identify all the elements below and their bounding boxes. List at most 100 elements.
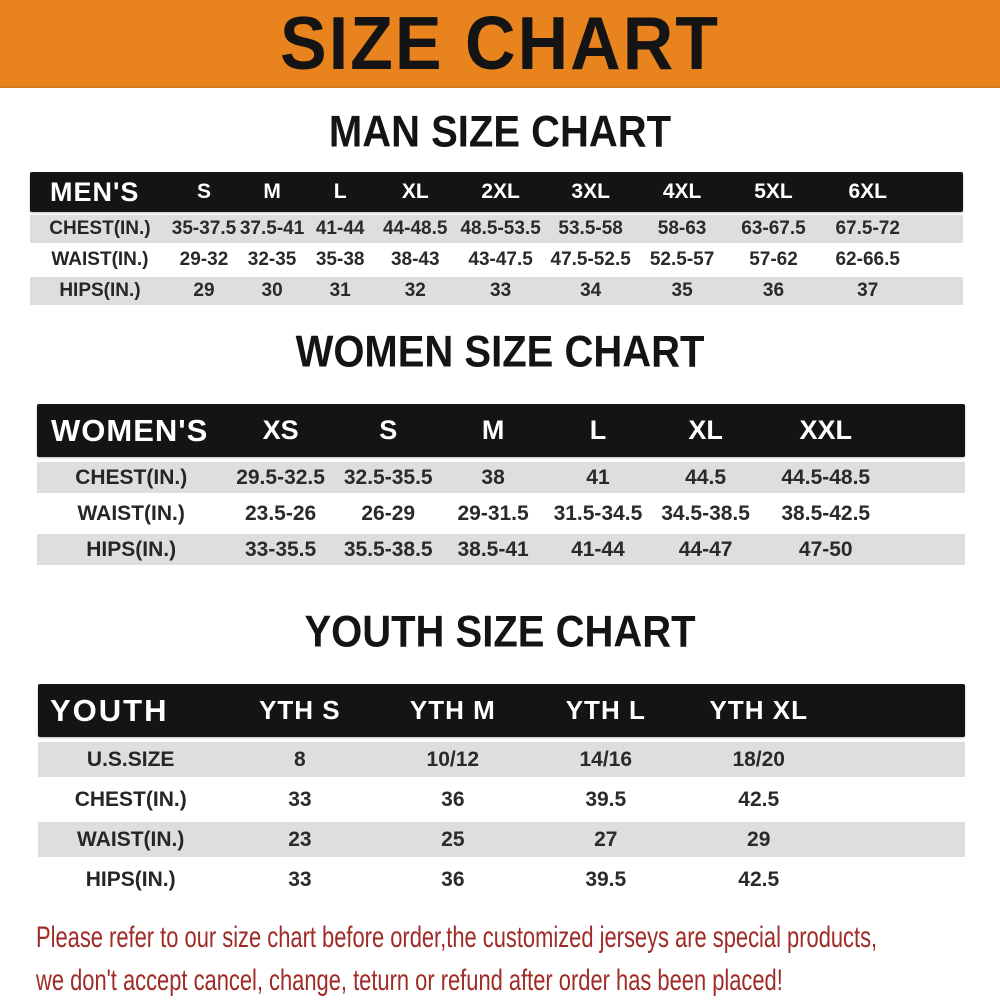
size-value-cell: 31.5-34.5 [553, 501, 643, 525]
size-value-cell: 47.5-52.5 [550, 249, 631, 270]
man-size-chart-title: MAN SIZE CHART [328, 107, 672, 157]
size-value-cell: 52.5-57 [649, 249, 715, 270]
size-column-header: L [333, 180, 347, 203]
size-column-header: XL [401, 180, 429, 203]
row-label: HIPS(IN.) [59, 280, 141, 301]
size-column-header: S [196, 180, 211, 203]
men-table-row: WAIST(IN.) 29-32 32-35 35-38 38-43 43-47.5 47.… [30, 246, 963, 274]
size-chart-banner: SIZE CHART [0, 0, 1000, 88]
size-column-header: YTH M [409, 695, 496, 725]
men-table-header-row: MEN'S S M L XL 2XL 3XL 4XL 5XL 6XL [30, 172, 963, 212]
size-value-cell: 35 [671, 280, 693, 301]
size-value-cell: 44.5-48.5 [781, 465, 871, 489]
size-value-cell: 53.5-58 [558, 218, 623, 239]
size-column-header: YTH L [565, 695, 646, 725]
size-column-header: 5XL [754, 180, 793, 203]
size-value-cell: 41-44 [315, 218, 365, 239]
size-column-header: 4XL [662, 180, 702, 203]
size-value-cell: 44.5 [685, 465, 727, 489]
women-size-table: WOMEN'S XS S M L XL XXL CHEST(IN.) 29.5-32.5 32.5… [37, 404, 965, 565]
youth-table-row: WAIST(IN.) 23 25 27 29 [38, 822, 965, 857]
size-value-cell: 33 [490, 280, 512, 301]
size-value-cell: 32.5-35.5 [343, 465, 433, 489]
size-value-cell: 35.5-38.5 [343, 537, 433, 561]
size-value-cell: 48.5-53.5 [460, 218, 541, 239]
size-column-header: M [481, 415, 505, 445]
size-value-cell: 36 [441, 867, 465, 891]
size-column-header: XXL [799, 415, 852, 445]
size-value-cell: 31 [329, 280, 351, 301]
size-value-cell: 32 [404, 280, 426, 301]
women-table-header-row: WOMEN'S XS S M L XL XXL [37, 404, 965, 457]
size-value-cell: 8 [294, 747, 306, 771]
size-value-cell: 29 [747, 827, 771, 851]
size-chart-banner-title: SIZE CHART [280, 0, 720, 86]
size-value-cell: 27 [594, 827, 618, 851]
size-column-header: XS [262, 415, 299, 445]
women-table-row: HIPS(IN.) 33-35.5 35.5-38.5 38.5-41 41-44 44-… [37, 534, 965, 565]
size-value-cell: 30 [261, 280, 283, 301]
men-size-table: MEN'S S M L XL 2XL 3XL 4XL 5XL 6XL CHEST(IN.) 35-37… [30, 172, 963, 305]
women-size-chart-title: WOMEN SIZE CHART [295, 327, 705, 377]
size-value-cell: 32-35 [247, 249, 297, 270]
size-value-cell: 39.5 [585, 787, 627, 811]
size-value-cell: 44-47 [678, 537, 733, 561]
size-value-cell: 34.5-38.5 [661, 501, 750, 525]
size-value-cell: 14/16 [579, 747, 633, 771]
size-value-cell: 67.5-72 [835, 218, 900, 239]
size-value-cell: 29.5-32.5 [236, 465, 325, 489]
row-label: WAIST(IN.) [51, 249, 149, 270]
size-value-cell: 10/12 [426, 747, 480, 771]
row-label: WAIST(IN.) [77, 827, 185, 851]
size-value-cell: 42.5 [738, 867, 780, 891]
size-value-cell: 58-63 [657, 218, 707, 239]
size-value-cell: 38 [481, 465, 505, 489]
size-value-cell: 62-66.5 [835, 249, 900, 270]
row-label: U.S.SIZE [86, 747, 175, 771]
size-column-header: 3XL [571, 180, 610, 203]
size-value-cell: 38.5-41 [457, 537, 529, 561]
row-label: CHEST(IN.) [75, 465, 188, 489]
women-table-row: CHEST(IN.) 29.5-32.5 32.5-35.5 38 41 44.5 44.5… [37, 462, 965, 493]
size-value-cell: 37 [857, 280, 879, 301]
women-table-row: WAIST(IN.) 23.5-26 26-29 29-31.5 31.5-34.5 34… [37, 498, 965, 529]
men-table-row: HIPS(IN.) 29 30 31 32 33 34 35 36 37 [30, 277, 963, 305]
size-value-cell: 26-29 [361, 501, 416, 525]
size-value-cell: 23.5-26 [244, 501, 317, 525]
size-value-cell: 33 [288, 787, 312, 811]
size-value-cell: 38.5-42.5 [781, 501, 871, 525]
row-label: WAIST(IN.) [77, 501, 185, 525]
size-value-cell: 35-38 [315, 249, 365, 270]
men-table-row: CHEST(IN.) 35-37.5 37.5-41 41-44 44-48.5 48.5… [30, 215, 963, 243]
size-value-cell: 38-43 [390, 249, 440, 270]
size-value-cell: 33 [288, 867, 312, 891]
size-column-header: YTH XL [709, 695, 808, 725]
size-column-header: M [263, 180, 281, 203]
men-group-label: MEN'S [50, 176, 140, 207]
size-value-cell: 63-67.5 [741, 218, 806, 239]
size-column-header: 6XL [848, 180, 887, 203]
size-column-header: YTH S [259, 695, 341, 725]
row-label: HIPS(IN.) [85, 867, 176, 891]
size-value-cell: 29-32 [179, 249, 229, 270]
size-value-cell: 39.5 [585, 867, 627, 891]
size-value-cell: 42.5 [738, 787, 780, 811]
youth-table-row: CHEST(IN.) 33 36 39.5 42.5 [38, 782, 965, 817]
order-disclaimer: Please refer to our size chart before or… [36, 916, 985, 1000]
youth-size-table: YOUTH YTH S YTH M YTH L YTH XL U.S.SIZE 8 10/12… [38, 684, 965, 897]
youth-size-chart-title: YOUTH SIZE CHART [304, 607, 696, 657]
size-value-cell: 29 [193, 280, 215, 301]
youth-group-label: YOUTH [50, 692, 169, 728]
row-label: HIPS(IN.) [86, 537, 177, 561]
youth-table-row: HIPS(IN.) 33 36 39.5 42.5 [38, 862, 965, 897]
size-value-cell: 35-37.5 [171, 218, 237, 239]
size-value-cell: 43-47.5 [468, 249, 533, 270]
size-value-cell: 34 [580, 280, 602, 301]
size-value-cell: 25 [441, 827, 465, 851]
youth-table-row: U.S.SIZE 8 10/12 14/16 18/20 [38, 742, 965, 777]
size-column-header: L [589, 415, 607, 445]
disclaimer-line-1: Please refer to our size chart before or… [36, 921, 878, 954]
disclaimer-line-2: we don't accept cancel, change, teturn o… [36, 964, 783, 997]
size-value-cell: 37.5-41 [239, 218, 305, 239]
